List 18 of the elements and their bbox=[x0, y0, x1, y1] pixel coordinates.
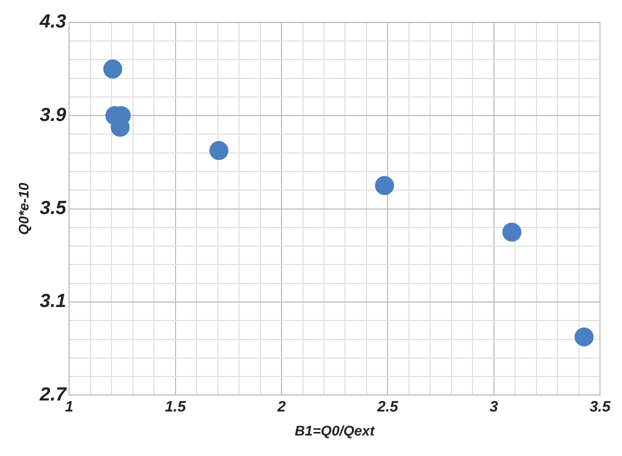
x-tick-label: 2.5 bbox=[376, 398, 399, 416]
y-axis-title: Q0*e-10 bbox=[15, 182, 32, 235]
y-tick-label: 4.3 bbox=[38, 12, 67, 33]
x-tick-label: 1 bbox=[65, 398, 74, 416]
y-tick-label: 3.5 bbox=[40, 198, 67, 220]
x-tick-label: 2 bbox=[276, 398, 286, 416]
y-tick-label: 2.7 bbox=[38, 384, 68, 406]
point bbox=[103, 60, 122, 78]
point bbox=[502, 222, 522, 242]
y-tick-label: 3.1 bbox=[40, 291, 66, 312]
point bbox=[574, 327, 594, 346]
x-tick-label: 3.5 bbox=[590, 398, 612, 416]
x-tick-label: 1.5 bbox=[164, 398, 186, 416]
y-tick-label: 3.9 bbox=[40, 104, 67, 126]
x-tick-label: 3 bbox=[490, 398, 499, 416]
point bbox=[209, 141, 228, 160]
point bbox=[375, 176, 394, 195]
x-axis-title: B1=Q0/Qext bbox=[294, 422, 376, 438]
